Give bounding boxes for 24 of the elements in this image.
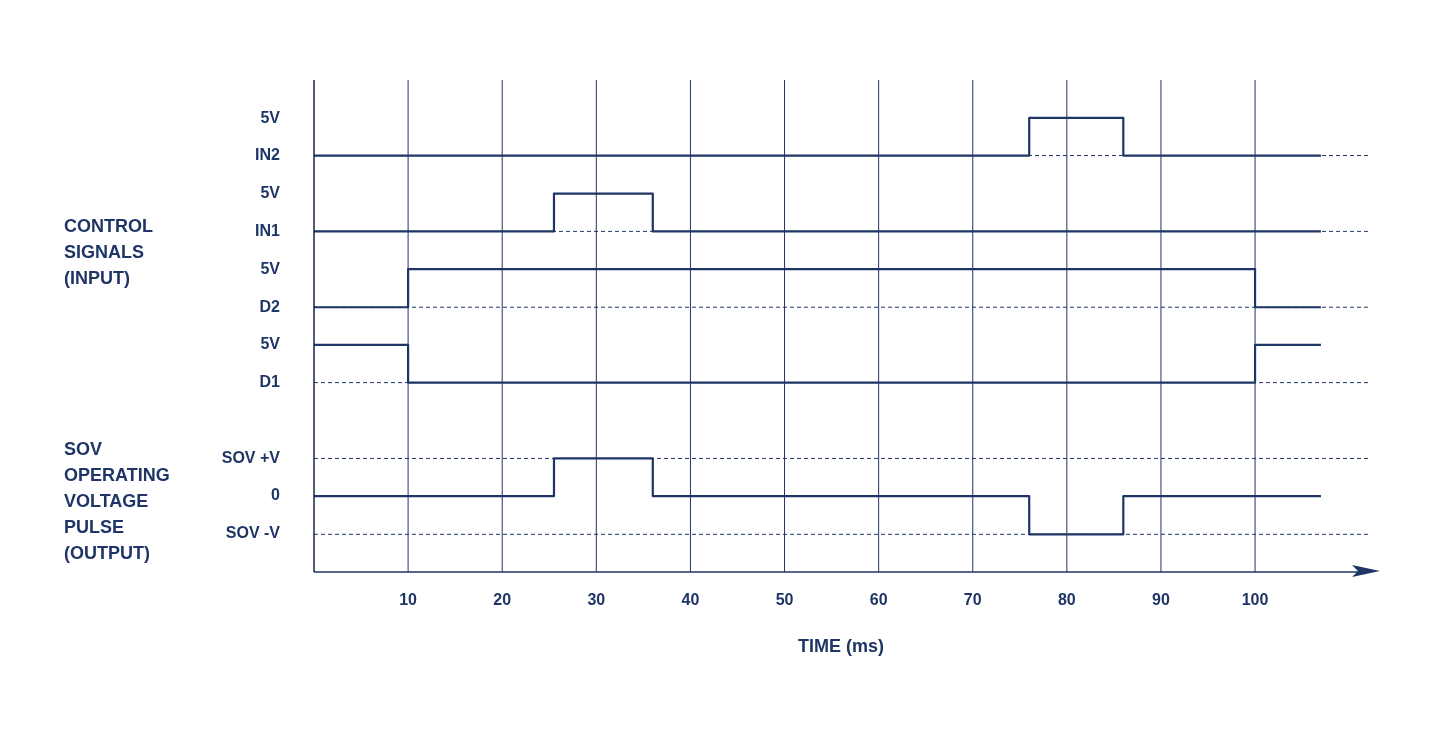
text: 0 [271,485,280,506]
text: 5V [260,107,280,128]
text: CONTROL SIGNALS (INPUT) [64,215,153,290]
text: 5V [260,334,280,355]
text: IN2 [255,145,280,166]
x-axis-title: TIME (ms) [797,636,885,656]
x-tick-label: 20 [493,591,512,609]
text: 5V [260,183,280,204]
text: SOV OPERATING VOLTAGE PULSE (OUTPUT) [64,438,170,565]
text: IN1 [255,221,280,242]
text: 5V [260,258,280,279]
x-tick-label: 90 [1152,591,1170,609]
x-tick-label: 100 [1241,591,1269,609]
x-tick-label: 70 [963,591,982,609]
x-tick-label: 80 [1057,591,1076,609]
x-tick-label: 60 [869,591,888,609]
x-tick-label: 10 [399,591,418,609]
x-tick-label: 30 [587,591,606,609]
text: D1 [259,372,280,392]
text: SOV +V [221,447,280,468]
x-tick-label: 40 [681,591,700,609]
text: D2 [259,296,280,317]
text: SOV -V [225,523,280,544]
x-tick-label: 50 [775,591,794,609]
